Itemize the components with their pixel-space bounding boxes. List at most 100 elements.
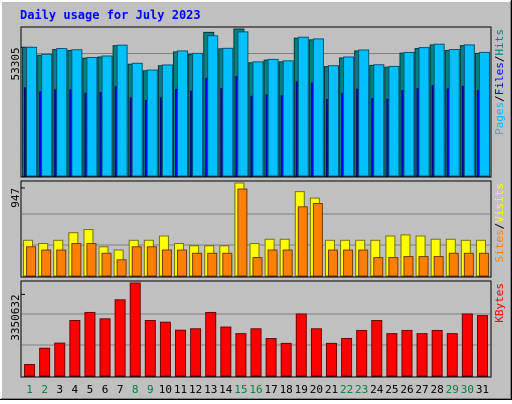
pages-bar <box>146 69 158 177</box>
kbytes-bar <box>401 329 413 377</box>
kbytes-bar <box>114 299 126 377</box>
kbytes-bar <box>220 326 232 377</box>
series-label-part: KBytes <box>493 283 506 323</box>
top-series-label: Pages/Files/Hits <box>493 29 506 135</box>
x-axis-day-label: 5 <box>87 383 94 396</box>
sites-bar <box>312 203 323 277</box>
kbytes-bar <box>476 315 488 377</box>
kbytes-bar <box>461 313 473 377</box>
pages-bar <box>237 31 249 177</box>
pages-bar <box>116 44 128 177</box>
x-axis-day-label: 27 <box>415 383 428 396</box>
pages-bar <box>448 49 460 177</box>
sites-bar <box>86 243 97 277</box>
pages-bar <box>192 52 204 177</box>
x-axis-day-label: 25 <box>385 383 398 396</box>
kbytes-bar <box>175 329 187 377</box>
sites-bar <box>161 249 172 277</box>
sites-bar <box>237 188 248 277</box>
sites-bar <box>71 243 82 277</box>
kbytes-bar <box>341 338 353 377</box>
x-axis-day-label: 6 <box>102 383 109 396</box>
kbytes-bar <box>144 319 156 377</box>
series-label-part: Files <box>493 62 506 95</box>
kbytes-bar <box>325 342 337 377</box>
sites-bar <box>56 249 67 277</box>
sites-bar <box>222 252 233 277</box>
pages-bar <box>101 55 113 177</box>
series-label-part: / <box>493 223 506 230</box>
x-axis-day-label: 16 <box>249 383 262 396</box>
sites-bar <box>177 249 188 277</box>
x-axis-day-label: 30 <box>461 383 474 396</box>
middle-panel: 947 Sites/Visits <box>9 180 506 278</box>
pages-bar <box>343 56 355 177</box>
pages-bar <box>433 43 445 177</box>
kbytes-bar <box>446 333 458 377</box>
sites-bar <box>267 249 278 277</box>
x-axis-day-label: 8 <box>132 383 139 396</box>
sites-bar <box>463 252 474 277</box>
pages-bar <box>86 56 98 177</box>
sites-bar <box>101 252 112 277</box>
sites-bar <box>207 252 218 277</box>
x-axis-day-label: 7 <box>117 383 124 396</box>
pages-bar <box>41 53 53 177</box>
sites-bar <box>26 246 37 277</box>
sites-bar <box>252 257 263 277</box>
kbytes-bar <box>24 364 36 377</box>
sites-bar <box>327 249 338 277</box>
x-axis-day-label: 9 <box>147 383 154 396</box>
pages-bar <box>478 51 490 177</box>
x-axis-day-label: 24 <box>370 383 384 396</box>
x-axis-day-label: 15 <box>234 383 247 396</box>
chart-panels: 53305Pages/Files/Hits947Sites/Visits3350… <box>9 26 506 378</box>
bottom-panel: 3350632 KBytes <box>9 280 506 378</box>
sites-bar <box>282 249 293 277</box>
kbytes-bar <box>356 329 368 377</box>
sites-bar <box>403 256 414 277</box>
x-axis-day-label: 17 <box>264 383 277 396</box>
x-axis-day-label: 4 <box>72 383 79 396</box>
sites-bar <box>448 252 459 277</box>
sites-bar <box>297 206 308 277</box>
x-axis-day-label: 3 <box>56 383 63 396</box>
x-axis-day-label: 11 <box>174 383 187 396</box>
x-axis-day-label: 19 <box>295 383 308 396</box>
pages-bar <box>26 46 38 177</box>
kbytes-bar <box>84 311 96 377</box>
x-axis-day-label: 22 <box>340 383 353 396</box>
pages-bar <box>297 36 309 177</box>
sites-bar <box>358 249 369 277</box>
kbytes-bar <box>265 338 277 377</box>
pages-bar <box>327 65 339 177</box>
kbytes-bar <box>205 311 217 377</box>
kbytes-bar <box>250 328 262 377</box>
series-label-part: Pages <box>493 102 506 135</box>
kbytes-bar <box>54 342 66 377</box>
pages-bar <box>312 38 324 177</box>
kbytes-bar <box>280 342 292 377</box>
pages-bar <box>207 35 219 177</box>
pages-bar <box>71 49 83 177</box>
x-axis-day-label: 20 <box>310 383 323 396</box>
series-label-part: Sites <box>493 229 506 262</box>
x-axis-day-label: 2 <box>41 383 48 396</box>
sites-bar <box>373 257 384 277</box>
sites-bar <box>131 246 142 277</box>
sites-bar <box>388 257 399 277</box>
x-axis-day-label: 28 <box>431 383 444 396</box>
kbytes-bar <box>99 318 111 377</box>
kbytes-bar <box>159 321 171 377</box>
kbytes-bar <box>295 313 307 377</box>
x-axis-labels: 1 2 3 4 5 6 7 8 9 10 11 12 13 14 15 16 17 18 19 20 21 22 23 24 2… <box>26 383 489 396</box>
x-axis-day-label: 26 <box>400 383 413 396</box>
kbytes-bar <box>39 347 51 377</box>
pages-bar <box>282 60 294 177</box>
pages-bar <box>177 50 189 177</box>
bottom-y-tick-label: 3350632 <box>9 294 22 340</box>
kbytes-bar <box>431 329 443 377</box>
